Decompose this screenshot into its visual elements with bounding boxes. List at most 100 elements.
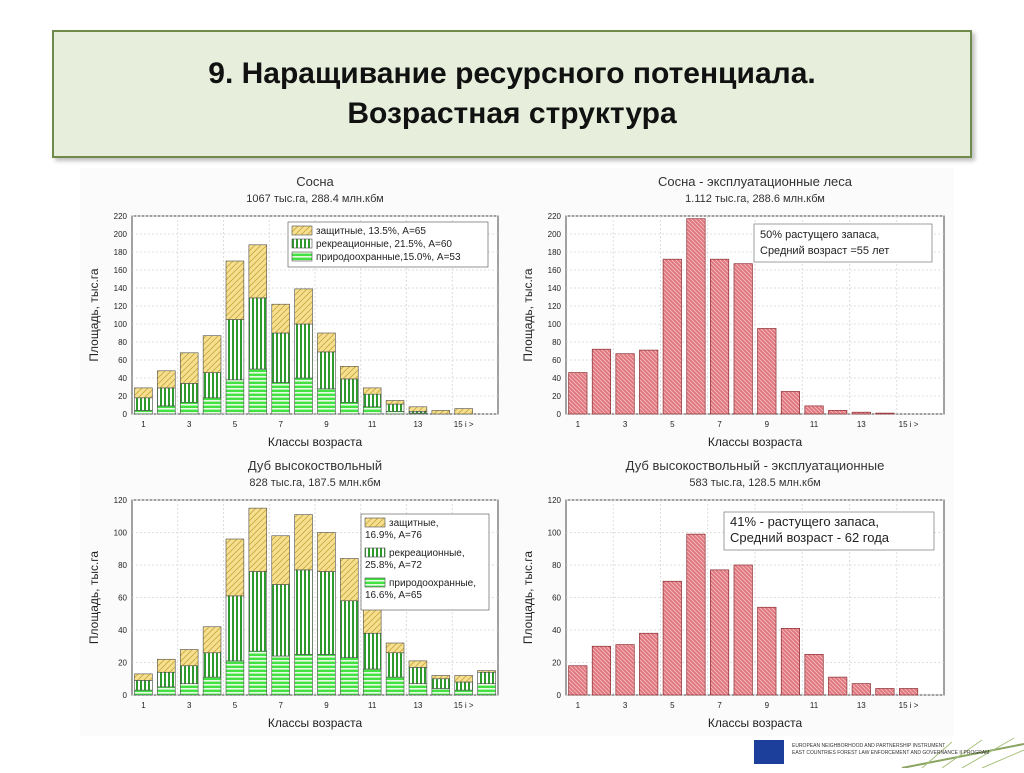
chart1-legend-label: защитные, 13.5%, A=65: [316, 226, 426, 237]
chart3-title: Дуб высокоствольный: [248, 458, 382, 473]
chart3-x-tick-label: 13: [413, 701, 422, 710]
chart4-subtitle: 583 тыс.га, 128.5 млн.кбм: [689, 477, 820, 489]
chart4-bar: [568, 665, 588, 696]
chart4-annotation-line: 41% - растущего запаса,: [730, 514, 879, 529]
chart1-title: Сосна: [296, 174, 334, 189]
chart4-bar: [639, 632, 659, 696]
chart3-bar-seg-2: [271, 584, 290, 657]
charts-svg: Сосна 1067 тыс.га, 288.4 млн.кбм 0 20 40 60 80…: [87, 174, 945, 730]
chart2-y-tick-label: 160: [548, 266, 562, 275]
chart4-y-axis-label: Площадь, тыс.га: [521, 551, 535, 644]
chart4-x-tick-label: 13: [857, 701, 866, 710]
chart4-bar: [780, 628, 801, 696]
chart1-bar-seg-1: [317, 388, 336, 415]
chart4-bar: [757, 606, 777, 696]
chart1-bar-seg-2: [157, 387, 176, 407]
chart3-bar-seg-1: [408, 683, 428, 696]
chart1-bar-seg-1: [271, 382, 290, 415]
chart3-bar-seg-2: [294, 569, 313, 655]
chart3-legend-label-cont: 16.9%, A=76: [365, 530, 422, 541]
chart2-x-tick-label: 11: [810, 420, 819, 429]
chart1-y-tick-label: 60: [118, 356, 127, 365]
chart1-bar-seg-3: [362, 387, 382, 395]
chart3-y-tick-label: 100: [114, 529, 128, 538]
chart3-legend-label: природоохранные,: [389, 578, 476, 589]
chart1-bar-seg-1: [294, 377, 313, 415]
footer-line-2: EAST COUNTRIES FOREST LAW ENFORCEMENT AN…: [792, 750, 990, 756]
chart1-legend-swatch: [291, 225, 313, 236]
chart3-bar-seg-1: [362, 668, 382, 696]
chart3-legend-label-cont: 16.6%, A=65: [365, 590, 422, 601]
chart3-bar-seg-1: [134, 689, 153, 696]
chart3-bar-seg-3: [157, 658, 176, 673]
chart3-x-tick-label: 7: [278, 701, 283, 710]
chart1-bar-seg-2: [340, 378, 359, 403]
footer-program-text: EUROPEAN NEIGHBORHOOD AND PARTNERSHIP IN…: [792, 743, 989, 757]
chart3-x-tick-label: 1: [141, 701, 146, 710]
chart1-bar-seg-2: [134, 397, 153, 411]
chart2-bar: [757, 328, 777, 415]
chart3-y-tick-label: 60: [118, 594, 127, 603]
chart1-bar-seg-2: [271, 332, 290, 383]
chart1-y-tick-label: 80: [118, 338, 127, 347]
chart3-bar-seg-3: [179, 649, 199, 667]
chart3-bar-seg-3: [385, 642, 405, 654]
chart4-y-tick-label: 0: [557, 691, 562, 700]
chart4-x-tick-label: 11: [810, 701, 819, 710]
chart2-y-tick-label: 0: [557, 410, 562, 419]
chart4-x-axis-label: Классы возраста: [708, 716, 803, 730]
chart1-legend-label: природоохранные,15.0%, A=53: [316, 252, 461, 263]
chart3-legend-box: [360, 513, 490, 611]
chart3-bar-seg-2: [454, 681, 473, 691]
chart3-bar-seg-3: [271, 535, 290, 585]
chart3-bar-seg-3: [134, 673, 153, 681]
chart4-x-tick-label: 15 і >: [899, 701, 919, 710]
chart3-bar-seg-1: [385, 676, 405, 696]
chart3-bar-seg-1: [477, 683, 496, 696]
chart4-x-tick-label: 3: [623, 701, 628, 710]
chart4-bar: [804, 654, 824, 696]
chart3-bar-seg-3: [362, 606, 382, 634]
chart3-bar-seg-1: [317, 654, 336, 696]
chart4-y-tick-label: 120: [548, 496, 562, 505]
chart2-x-tick-label: 5: [670, 420, 675, 429]
chart3-bar-seg-3: [225, 538, 245, 597]
chart4-y-tick-label: 80: [552, 561, 561, 570]
chart3-bar-seg-1: [248, 650, 268, 696]
chart3-x-tick-label: 5: [233, 701, 238, 710]
chart2-x-tick-label: 3: [623, 420, 628, 429]
chart3-x-axis-label: Классы возраста: [268, 716, 363, 730]
chart1-bar-seg-1: [179, 402, 199, 415]
chart4-bar: [875, 688, 895, 696]
chart1-bar-seg-2: [294, 323, 313, 379]
chart1-bar-seg-1: [248, 368, 268, 415]
chart3-bar-seg-3: [294, 514, 313, 571]
chart3-bar-seg-1: [225, 660, 245, 696]
chart4-bar: [828, 676, 848, 696]
chart2-y-tick-label: 140: [548, 284, 562, 293]
chart2-x-tick-label: 1: [576, 420, 581, 429]
chart1-bar-seg-1: [340, 402, 359, 415]
chart1-x-tick-label: 1: [141, 420, 146, 429]
chart4-annotation-line: Средний возраст - 62 года: [730, 530, 890, 545]
chart2-annotation-box: [753, 223, 933, 263]
footer-logo: [752, 736, 1024, 769]
chart4-x-tick-label: 1: [576, 701, 581, 710]
chart1-bar-seg-1: [134, 410, 153, 415]
chart3-bar-seg-2: [385, 652, 405, 678]
chart1-bar-seg-2: [202, 372, 222, 399]
chart3-legend-label: защитные,: [389, 518, 439, 529]
chart1-bar-seg-3: [294, 288, 313, 325]
chart3-legend-swatch: [364, 547, 386, 558]
chart2-subtitle: 1.112 тыс.га, 288.6 млн.кбм: [685, 193, 825, 205]
chart1-y-tick-label: 220: [114, 212, 128, 221]
chart3-bar-seg-3: [317, 532, 336, 572]
chart1-bar-seg-2: [317, 351, 336, 390]
chart1-bar-seg-1: [225, 379, 245, 415]
chart3-bar-seg-3: [477, 670, 496, 673]
chart4-y-tick-label: 100: [548, 529, 562, 538]
chart1-bar-seg-3: [157, 370, 176, 389]
chart2-bar: [851, 411, 871, 415]
chart-layer: Сосна 1067 тыс.га, 288.4 млн.кбм 0 20 40 60 80…: [87, 174, 945, 730]
chart2-bar: [568, 372, 588, 415]
